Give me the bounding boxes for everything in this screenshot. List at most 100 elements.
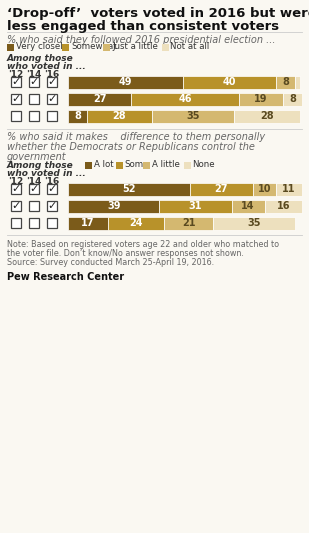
Text: '16: '16 xyxy=(44,177,60,186)
Bar xyxy=(295,76,300,88)
Bar xyxy=(68,93,131,106)
Text: 8: 8 xyxy=(289,94,296,104)
Bar xyxy=(131,93,239,106)
Text: 14: 14 xyxy=(241,201,255,211)
Text: ✓: ✓ xyxy=(47,94,57,104)
Text: Very closely: Very closely xyxy=(16,42,68,51)
Bar xyxy=(184,161,191,168)
Text: 35: 35 xyxy=(247,218,261,228)
Text: who voted in ...: who voted in ... xyxy=(7,169,86,178)
Text: Pew Research Center: Pew Research Center xyxy=(7,272,124,282)
Bar xyxy=(183,76,276,88)
Text: ✓: ✓ xyxy=(29,77,39,87)
Bar xyxy=(47,218,57,228)
Bar xyxy=(62,44,69,51)
Text: ✓: ✓ xyxy=(29,184,39,193)
Bar xyxy=(162,44,168,51)
Bar xyxy=(47,184,57,194)
Bar xyxy=(213,216,295,230)
Bar xyxy=(142,161,150,168)
Bar xyxy=(116,161,122,168)
Text: 8: 8 xyxy=(282,77,289,87)
Bar xyxy=(68,109,87,123)
Text: ‘Drop-off’  voters voted in 2016 but were: ‘Drop-off’ voters voted in 2016 but were xyxy=(7,7,309,20)
Bar xyxy=(29,77,39,87)
Bar xyxy=(29,218,39,228)
Bar xyxy=(232,199,265,213)
Bar xyxy=(103,44,110,51)
Bar xyxy=(11,201,21,211)
Text: 19: 19 xyxy=(254,94,268,104)
Bar xyxy=(47,77,57,87)
Text: 31: 31 xyxy=(189,201,202,211)
Text: Somewhat: Somewhat xyxy=(71,42,116,51)
Bar xyxy=(283,93,302,106)
Text: '16: '16 xyxy=(44,70,60,79)
Text: 11: 11 xyxy=(282,184,296,194)
Text: ✓: ✓ xyxy=(47,201,57,211)
Bar xyxy=(164,216,213,230)
Bar xyxy=(47,94,57,104)
Bar xyxy=(29,201,39,211)
Text: 27: 27 xyxy=(93,94,106,104)
Bar xyxy=(11,94,21,104)
Text: ✓: ✓ xyxy=(11,201,21,211)
Bar xyxy=(85,161,92,168)
Text: 24: 24 xyxy=(129,218,143,228)
Text: '14: '14 xyxy=(26,70,42,79)
Text: 21: 21 xyxy=(182,218,195,228)
Bar xyxy=(68,76,183,88)
Bar xyxy=(68,182,190,196)
Bar xyxy=(11,111,21,121)
Bar xyxy=(11,184,21,194)
Text: Among those: Among those xyxy=(7,161,74,170)
Text: ✓: ✓ xyxy=(47,77,57,87)
Text: 8: 8 xyxy=(74,111,81,121)
Text: Some: Some xyxy=(125,160,149,169)
Text: 28: 28 xyxy=(113,111,126,121)
Bar xyxy=(11,77,21,87)
Text: less engaged than consistent voters: less engaged than consistent voters xyxy=(7,20,279,33)
Bar xyxy=(108,216,164,230)
Text: ✓: ✓ xyxy=(47,184,57,193)
Text: '12: '12 xyxy=(8,177,23,186)
Bar xyxy=(253,182,276,196)
Text: 49: 49 xyxy=(119,77,132,87)
Text: 10: 10 xyxy=(258,184,271,194)
Text: A lot: A lot xyxy=(94,160,114,169)
Bar xyxy=(7,44,14,51)
Text: Note: Based on registered voters age 22 and older who matched to: Note: Based on registered voters age 22 … xyxy=(7,240,279,249)
Bar xyxy=(29,94,39,104)
Text: 17: 17 xyxy=(81,218,95,228)
Bar xyxy=(265,199,302,213)
Text: 52: 52 xyxy=(122,184,136,194)
Bar xyxy=(159,199,232,213)
Text: ✓: ✓ xyxy=(11,184,21,193)
Bar xyxy=(87,109,152,123)
Text: % who said they followed 2016 presidential election ...: % who said they followed 2016 presidenti… xyxy=(7,35,276,45)
Text: 35: 35 xyxy=(186,111,200,121)
Bar xyxy=(234,109,300,123)
Text: 39: 39 xyxy=(107,201,121,211)
Text: '14: '14 xyxy=(26,177,42,186)
Text: 27: 27 xyxy=(214,184,228,194)
Bar xyxy=(68,216,108,230)
Bar xyxy=(276,76,295,88)
Bar xyxy=(47,111,57,121)
Bar xyxy=(47,201,57,211)
Text: ✓: ✓ xyxy=(11,77,21,87)
Text: 46: 46 xyxy=(178,94,192,104)
Text: who voted in ...: who voted in ... xyxy=(7,62,86,71)
Text: % who said it makes    difference to them personally: % who said it makes difference to them p… xyxy=(7,132,265,142)
Text: 28: 28 xyxy=(260,111,274,121)
Bar xyxy=(68,199,159,213)
Text: the voter file. Don’t know/No answer responses not shown.: the voter file. Don’t know/No answer res… xyxy=(7,249,244,258)
Text: whether the Democrats or Republicans control the: whether the Democrats or Republicans con… xyxy=(7,142,255,152)
Text: Source: Survey conducted March 25-April 19, 2016.: Source: Survey conducted March 25-April … xyxy=(7,258,214,267)
Text: ✓: ✓ xyxy=(11,94,21,104)
Text: Just a little: Just a little xyxy=(112,42,158,51)
Text: None: None xyxy=(193,160,215,169)
Text: A little: A little xyxy=(151,160,180,169)
Bar xyxy=(190,182,253,196)
Text: Among those: Among those xyxy=(7,54,74,63)
